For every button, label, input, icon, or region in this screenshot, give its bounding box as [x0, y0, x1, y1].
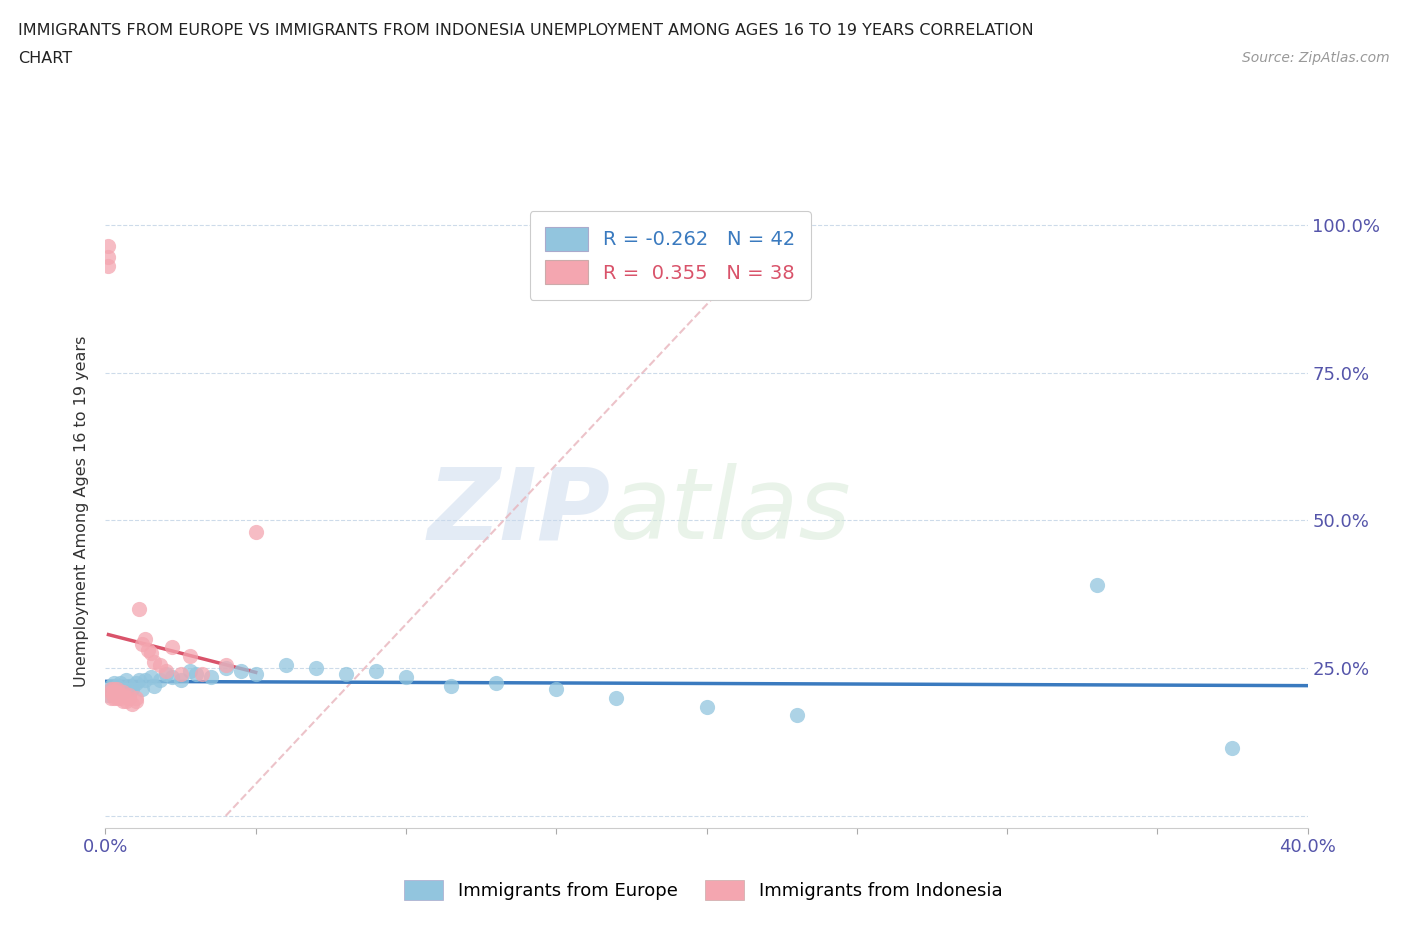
Point: [103, 687, 125, 702]
Point: [335, 667, 357, 682]
Point: [107, 690, 129, 705]
Point: [229, 664, 252, 679]
Point: [107, 684, 129, 699]
Point: [148, 672, 170, 687]
Point: [131, 637, 153, 652]
Point: [139, 646, 162, 661]
Point: [245, 667, 267, 682]
Point: [103, 690, 125, 705]
Point: [118, 690, 141, 705]
Point: [121, 682, 143, 697]
Point: [121, 697, 143, 711]
Point: [136, 643, 159, 658]
Point: [1085, 578, 1108, 592]
Text: ZIP: ZIP: [427, 463, 610, 560]
Point: [97, 250, 120, 265]
Point: [110, 687, 132, 702]
Point: [124, 693, 146, 708]
Y-axis label: Unemployment Among Ages 16 to 19 years: Unemployment Among Ages 16 to 19 years: [75, 336, 90, 687]
Point: [190, 667, 212, 682]
Legend: Immigrants from Europe, Immigrants from Indonesia: Immigrants from Europe, Immigrants from …: [396, 872, 1010, 907]
Point: [200, 670, 222, 684]
Point: [115, 693, 138, 708]
Point: [103, 684, 125, 699]
Point: [155, 664, 177, 679]
Point: [440, 678, 463, 693]
Point: [134, 631, 156, 646]
Point: [245, 525, 267, 539]
Point: [169, 672, 191, 687]
Point: [364, 664, 387, 679]
Point: [107, 682, 129, 697]
Point: [160, 670, 183, 684]
Point: [184, 667, 207, 682]
Point: [110, 682, 132, 697]
Point: [155, 667, 177, 682]
Point: [118, 687, 141, 702]
Point: [124, 690, 146, 705]
Text: CHART: CHART: [18, 51, 72, 66]
Point: [97, 238, 120, 253]
Point: [100, 682, 122, 697]
Point: [139, 670, 162, 684]
Point: [786, 708, 808, 723]
Text: IMMIGRANTS FROM EUROPE VS IMMIGRANTS FROM INDONESIA UNEMPLOYMENT AMONG AGES 16 T: IMMIGRANTS FROM EUROPE VS IMMIGRANTS FRO…: [18, 23, 1033, 38]
Point: [696, 699, 718, 714]
Point: [100, 678, 122, 693]
Point: [110, 690, 132, 705]
Point: [100, 682, 122, 697]
Point: [128, 672, 150, 687]
Point: [97, 687, 120, 702]
Point: [1222, 740, 1244, 755]
Point: [546, 682, 568, 697]
Point: [142, 678, 165, 693]
Point: [107, 678, 129, 693]
Point: [124, 675, 146, 690]
Text: atlas: atlas: [610, 463, 852, 560]
Point: [112, 684, 135, 699]
Point: [112, 693, 135, 708]
Point: [169, 667, 191, 682]
Point: [160, 640, 183, 655]
Point: [395, 670, 418, 684]
Point: [214, 658, 236, 672]
Point: [118, 678, 141, 693]
Point: [128, 602, 150, 617]
Point: [134, 672, 156, 687]
Point: [103, 684, 125, 699]
Point: [148, 658, 170, 672]
Point: [274, 658, 297, 672]
Point: [112, 684, 135, 699]
Point: [142, 655, 165, 670]
Text: Source: ZipAtlas.com: Source: ZipAtlas.com: [1241, 51, 1389, 65]
Point: [305, 660, 328, 675]
Legend: R = -0.262   N = 42, R =  0.355   N = 38: R = -0.262 N = 42, R = 0.355 N = 38: [530, 211, 811, 299]
Point: [131, 682, 153, 697]
Point: [103, 682, 125, 697]
Point: [179, 649, 201, 664]
Point: [100, 684, 122, 699]
Point: [103, 675, 125, 690]
Point: [605, 690, 627, 705]
Point: [485, 675, 508, 690]
Point: [107, 682, 129, 697]
Point: [115, 672, 138, 687]
Point: [100, 690, 122, 705]
Point: [179, 664, 201, 679]
Point: [112, 687, 135, 702]
Point: [97, 259, 120, 273]
Point: [214, 660, 236, 675]
Point: [110, 675, 132, 690]
